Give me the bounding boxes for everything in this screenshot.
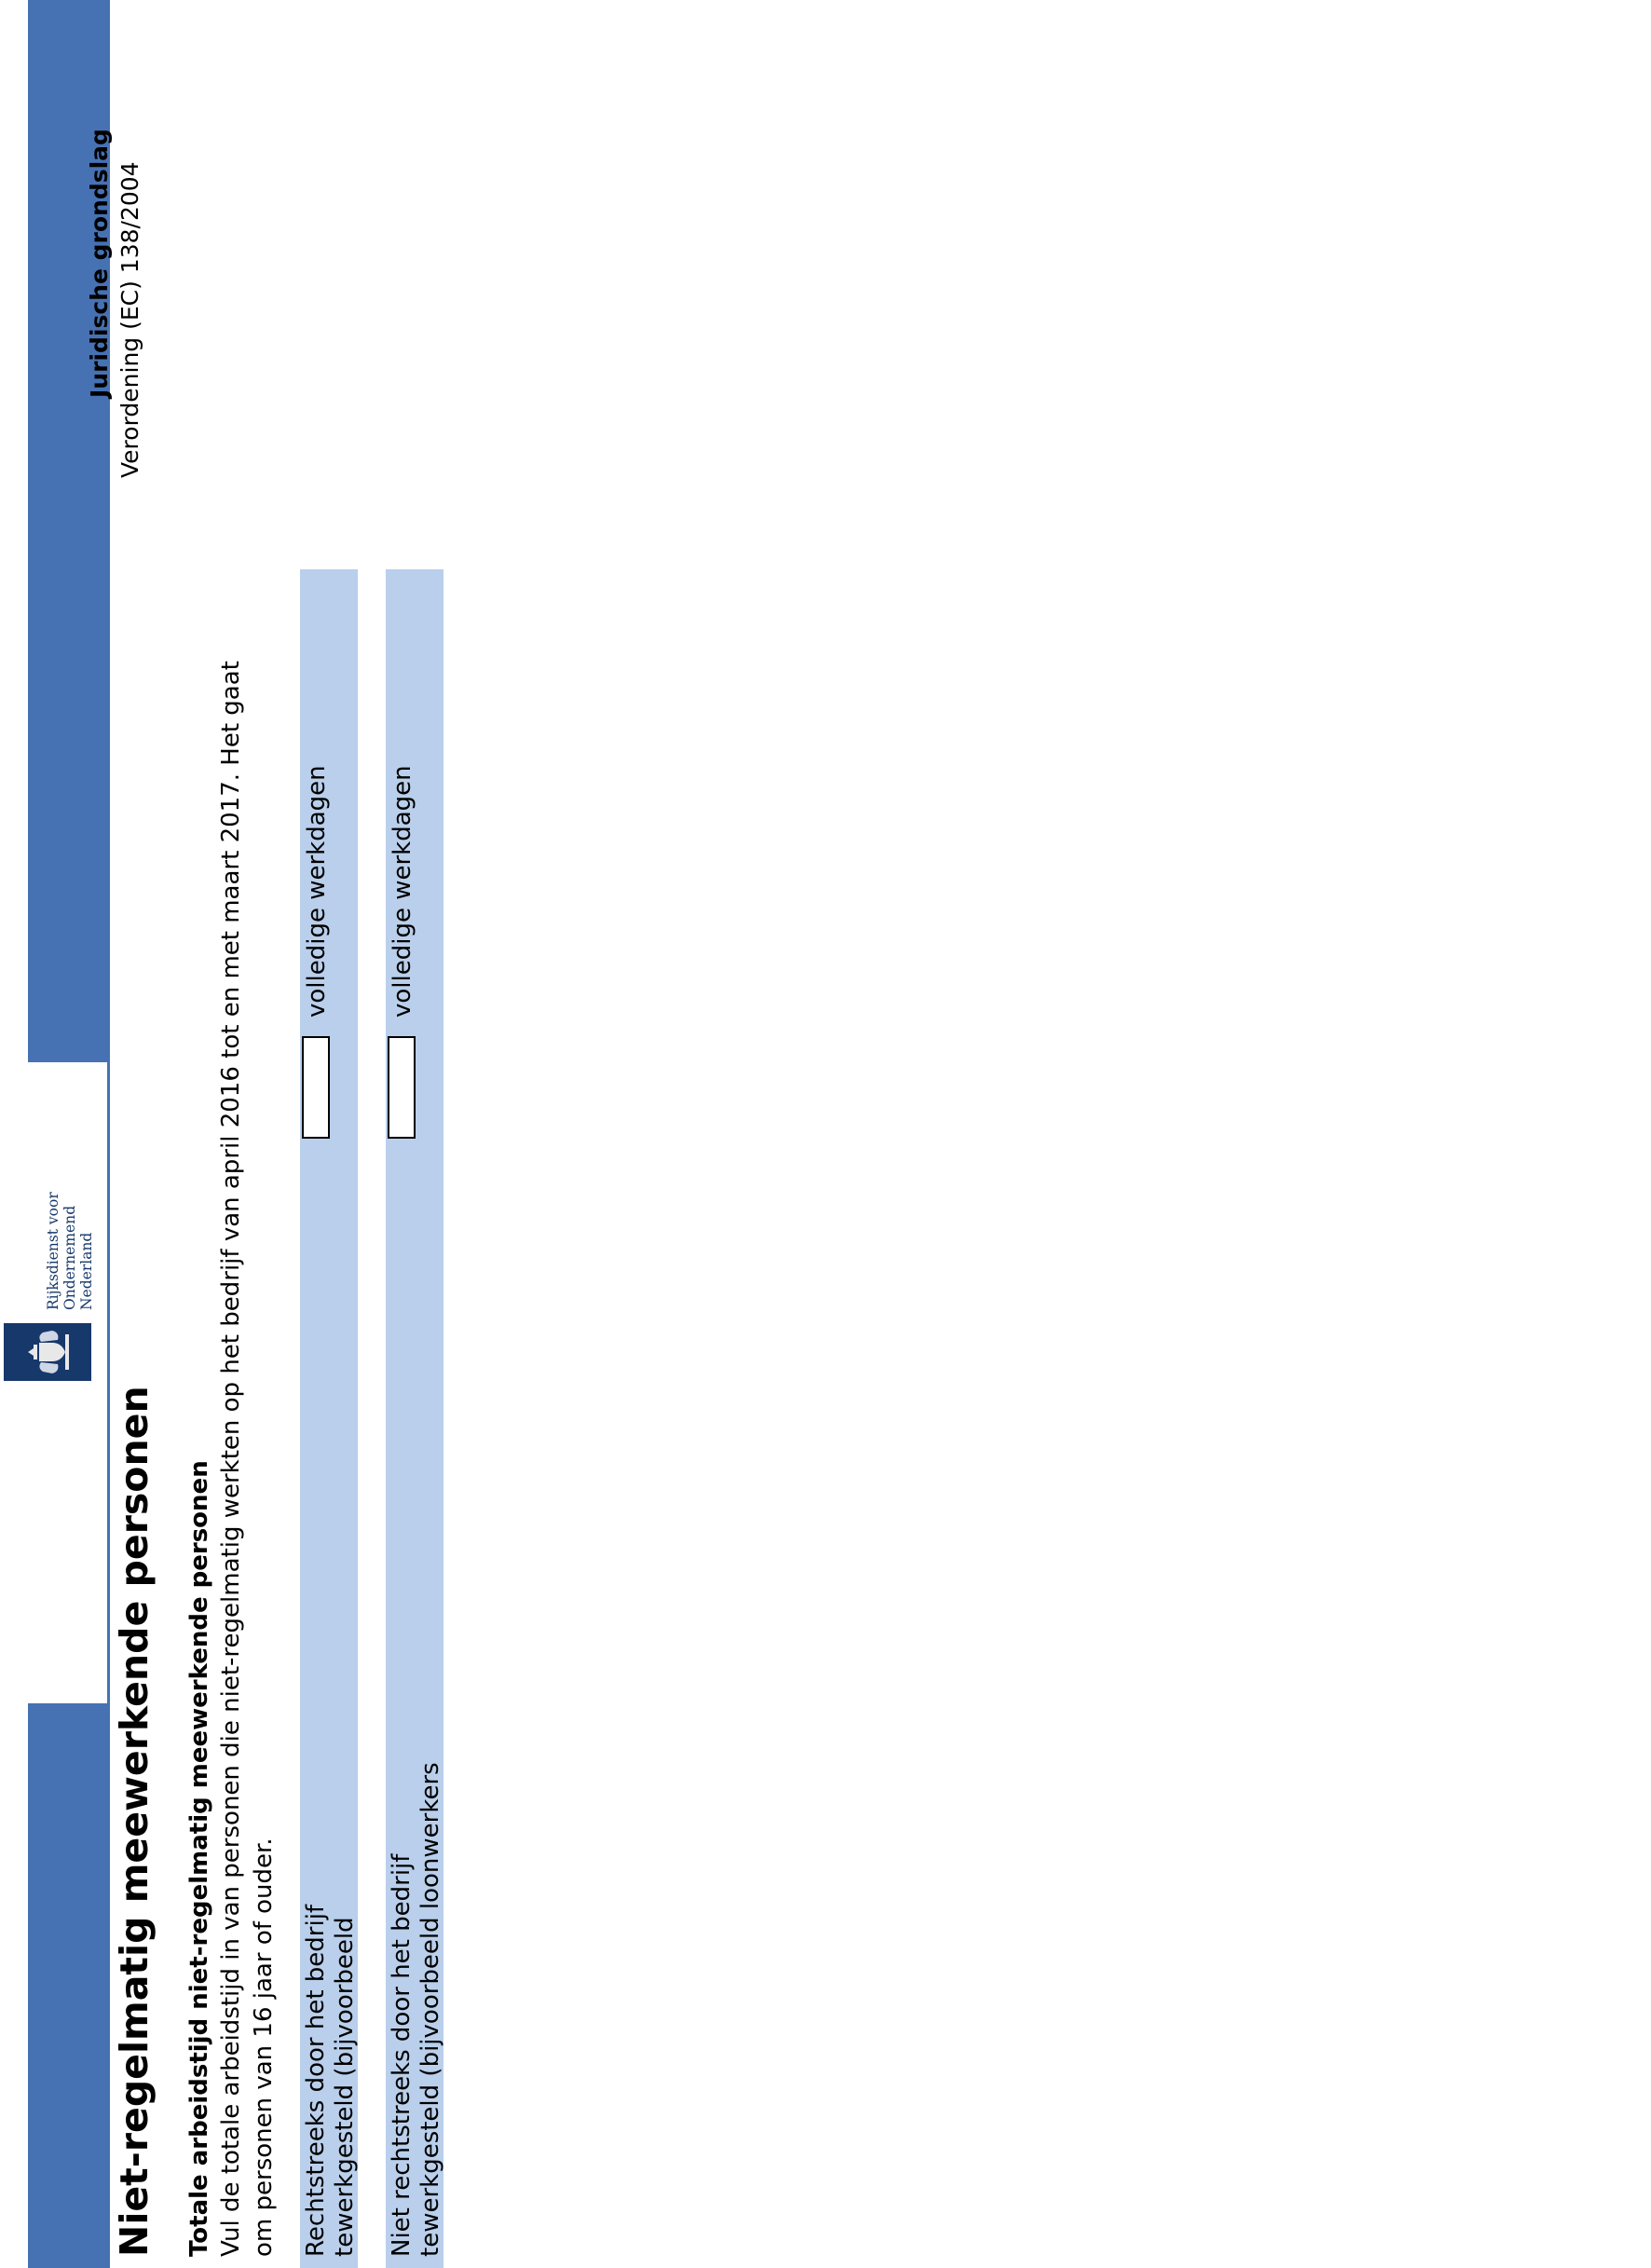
question-row-indirect: Niet rechtstreeks door het bedrijf tewer… — [386, 569, 443, 2268]
header-band-left — [28, 1703, 110, 2268]
logo — [4, 1323, 91, 1381]
question-label: Rechtstreeks door het bedrijf tewerkgest… — [302, 1904, 358, 2257]
workdays-input-direct[interactable] — [302, 1036, 330, 1139]
section-description: Vul de totale arbeidstijd in van persone… — [217, 661, 278, 2257]
unit-label: volledige werkdagen — [389, 765, 416, 1018]
legal-basis-text: Verordening (EC) 138/2004 — [116, 161, 143, 478]
legal-basis-heading: Juridische grondslag — [86, 129, 113, 398]
logo-text-line2: Nederland — [78, 1232, 95, 1310]
unit-label: volledige werkdagen — [303, 765, 331, 1018]
section-heading: Totale arbeidstijd niet-regelmatig meewe… — [185, 1460, 213, 2257]
question-row-direct: Rechtstreeks door het bedrijf tewerkgest… — [300, 569, 358, 2268]
logo-text: Rijksdienst voor Ondernemend Nederland — [45, 1096, 95, 1310]
workdays-input-indirect[interactable] — [388, 1036, 416, 1139]
page-title: Niet-regelmatig meewerkende personen — [112, 1386, 157, 2257]
logo-text-line1: Rijksdienst voor Ondernemend — [45, 1192, 78, 1310]
crest-icon — [28, 1331, 69, 1373]
header-underline — [107, 1062, 110, 1703]
question-label: Niet rechtstreeks door het bedrijf tewer… — [388, 1762, 443, 2257]
